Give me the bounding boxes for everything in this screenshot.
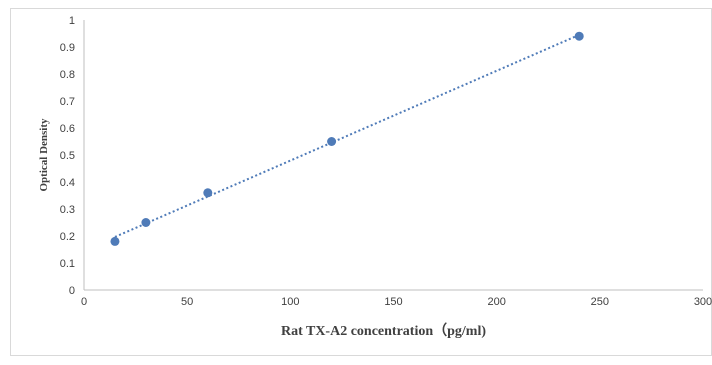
data-points [110, 31, 584, 246]
data-point [110, 236, 120, 246]
x-tick-label: 150 [384, 296, 402, 308]
y-tick-label: 0 [69, 285, 75, 297]
x-tick-label: 250 [591, 296, 609, 308]
x-tick-label: 50 [181, 296, 193, 308]
y-tick-labels: 0 0.1 0.2 0.3 0.4 0.5 0.6 0.7 0.8 0.9 1 [60, 15, 75, 297]
x-tick-label: 300 [694, 296, 712, 308]
x-tick-label: 0 [81, 296, 87, 308]
y-tick-label: 0.4 [60, 177, 75, 189]
y-tick-label: 0.7 [60, 96, 75, 108]
x-axis-title: Rat TX-A2 concentration（pg/ml) [281, 323, 486, 339]
chart-frame [10, 8, 712, 356]
y-tick-label: 0.2 [60, 231, 75, 243]
x-tick-labels: 0 50 100 150 200 250 300 [81, 296, 712, 308]
y-tick-label: 0.6 [60, 123, 75, 135]
data-point [327, 137, 337, 146]
y-tick-label: 1 [69, 15, 75, 27]
axes [83, 20, 703, 291]
y-tick-label: 0.1 [60, 258, 75, 270]
data-point [141, 218, 151, 227]
y-tick-label: 0.5 [60, 150, 75, 162]
trendline [114, 33, 580, 238]
trendline-group [114, 33, 580, 238]
x-tick-label: 200 [487, 296, 505, 308]
data-point [203, 188, 213, 198]
data-point [574, 31, 584, 41]
y-tick-label: 0.3 [60, 204, 75, 216]
y-tick-label: 0.9 [60, 42, 75, 54]
y-axis-title: Optical Density [38, 118, 50, 192]
y-tick-label: 0.8 [60, 69, 75, 81]
x-tick-label: 100 [281, 296, 299, 308]
